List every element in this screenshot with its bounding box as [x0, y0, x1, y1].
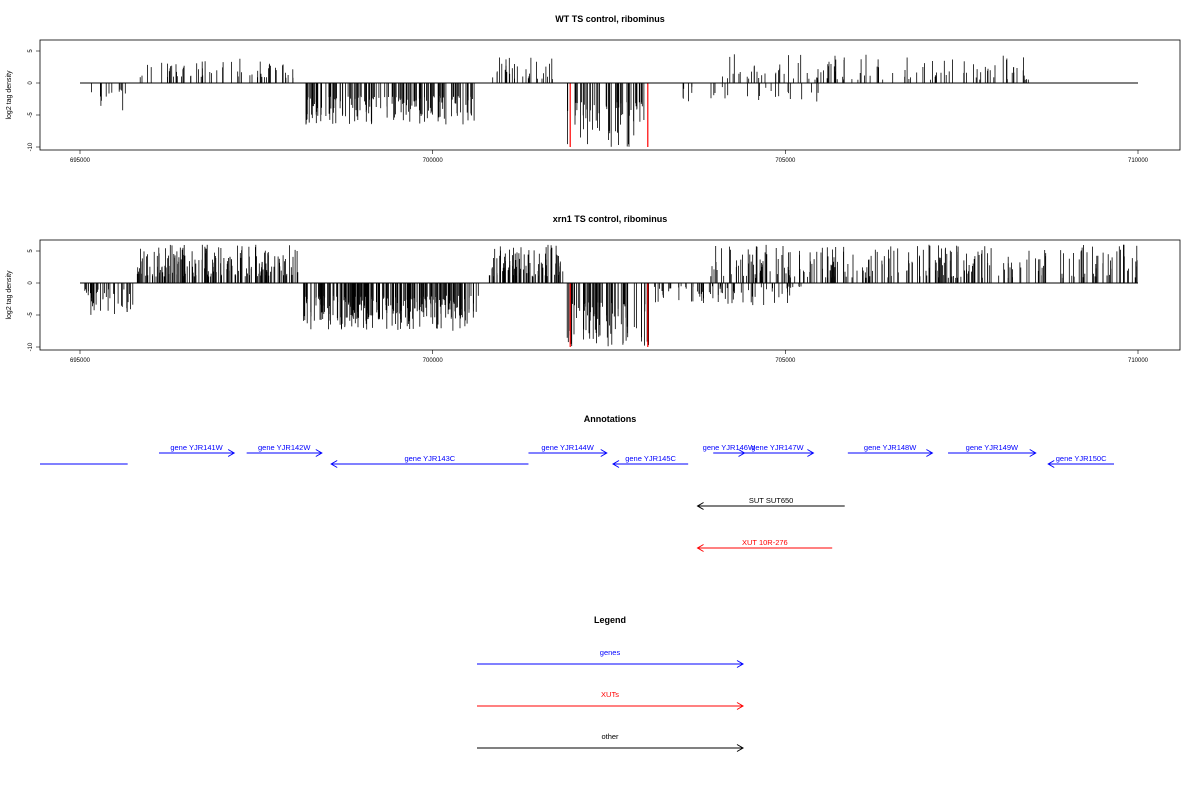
feature-label: SUT SUT650: [749, 496, 793, 505]
x-tick-label: 695000: [70, 358, 91, 364]
y-tick-label: -5: [28, 312, 34, 318]
feature[interactable]: gene YJR141W: [158, 443, 236, 457]
feature-label: gene YJR145C: [625, 454, 676, 463]
arrow-head: [696, 544, 704, 552]
y-axis-label: log2 tag density: [6, 270, 13, 320]
legend-label: other: [601, 732, 619, 741]
x-tick-label: 710000: [1128, 158, 1149, 164]
feature-label: gene YJR146W: [703, 443, 756, 452]
feature-list: gene YJR141W gene YJR142W gene YJR143C gene…: [40, 443, 1114, 552]
xrn1-ts-control-panel: xrn1 TS control, ribominus log2 tag dens…: [6, 214, 1181, 364]
arrow-head: [600, 449, 608, 457]
y-tick-label: -10: [28, 342, 34, 351]
legend-item: other: [477, 732, 744, 752]
feature[interactable]: gene YJR144W: [528, 443, 608, 457]
x-axis: 695000 700000 705000 710000: [70, 150, 1149, 164]
feature-label: gene YJR147W: [751, 443, 804, 452]
x-tick-label: 705000: [775, 358, 796, 364]
feature[interactable]: gene YJR142W: [246, 443, 323, 457]
feature-label: gene YJR142W: [258, 443, 311, 452]
plot-frame: [39, 239, 1181, 351]
y-axis-label: log2 tag density: [6, 70, 13, 120]
y-tick-label: -10: [28, 142, 34, 151]
feature-label: gene YJR143C: [404, 454, 455, 463]
feature[interactable]: gene YJR146W: [703, 443, 756, 457]
arrow-head: [926, 449, 934, 457]
arrow-head: [1029, 449, 1037, 457]
y-tick-label: 0: [28, 281, 34, 285]
legend-label: genes: [600, 648, 621, 657]
arrow-head: [330, 460, 338, 468]
arrow-head: [315, 449, 323, 457]
legend: Legend genes XUTs other: [477, 615, 744, 752]
x-tick-label: 700000: [423, 358, 444, 364]
wt-ts-control-panel: WT TS control, ribominus log2 tag densit…: [6, 14, 1181, 164]
legend-label: XUTs: [601, 690, 619, 699]
feature-label: gene YJR148W: [864, 443, 917, 452]
feature-label: gene YJR141W: [170, 443, 223, 452]
x-tick-label: 710000: [1128, 358, 1149, 364]
x-tick-label: 705000: [775, 158, 796, 164]
x-tick-label: 700000: [423, 158, 444, 164]
bar-series: [91, 54, 1029, 147]
arrow-head: [1047, 460, 1055, 468]
feature[interactable]: XUT 10R-276: [696, 538, 833, 552]
panel-title: WT TS control, ribominus: [555, 14, 665, 24]
x-axis: 695000 700000 705000 710000: [70, 350, 1149, 364]
y-axis: 5 0 -5 -10: [28, 49, 40, 151]
feature[interactable]: gene YJR148W: [847, 443, 934, 457]
legend-item: XUTs: [477, 690, 744, 710]
feature[interactable]: gene YJR150C: [1047, 454, 1114, 468]
arrow-head: [612, 460, 620, 468]
y-tick-label: 0: [28, 81, 34, 85]
y-axis: 5 0 -5 -10: [28, 249, 40, 351]
arrow-head: [807, 449, 815, 457]
arrow-head: [736, 744, 744, 752]
annotations-track: Annotations gene YJR141W gene YJR142Wgene…: [40, 414, 1114, 552]
annotations-title: Annotations: [584, 414, 637, 424]
arrow-head: [696, 502, 704, 510]
arrow-head: [227, 449, 236, 457]
feature-label: gene YJR150C: [1056, 454, 1107, 463]
legend-item: genes: [477, 648, 744, 668]
feature-label: gene YJR149W: [966, 443, 1019, 452]
x-tick-label: 695000: [70, 158, 91, 164]
plot-frame: [39, 39, 1181, 151]
legend-title: Legend: [594, 615, 626, 625]
feature-label: XUT 10R-276: [742, 538, 788, 547]
feature-label: gene YJR144W: [541, 443, 594, 452]
arrow-head: [736, 702, 744, 710]
arrow-head: [736, 660, 744, 668]
y-tick-label: -5: [28, 112, 34, 118]
feature[interactable]: gene YJR149W: [948, 443, 1037, 457]
y-tick-label: 5: [28, 249, 34, 253]
feature[interactable]: gene YJR145C: [612, 454, 689, 468]
bar-series: [84, 244, 1138, 347]
feature[interactable]: SUT SUT650: [696, 496, 845, 510]
feature[interactable]: gene YJR147W: [741, 443, 815, 457]
panel-title: xrn1 TS control, ribominus: [553, 214, 668, 224]
y-tick-label: 5: [28, 49, 34, 53]
legend-items: genes XUTs other: [477, 648, 744, 752]
feature[interactable]: gene YJR143C: [330, 454, 529, 468]
